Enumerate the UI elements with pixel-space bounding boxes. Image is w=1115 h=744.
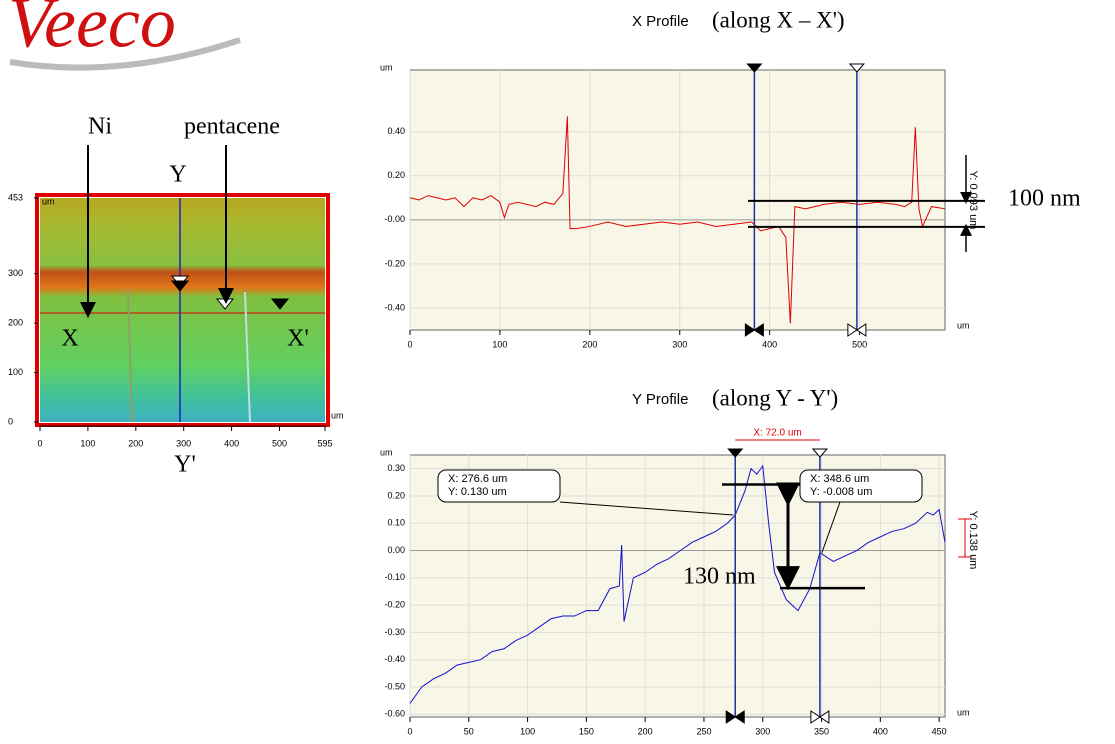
y-tick-label: -0.40 xyxy=(384,654,405,664)
x-tick-label: 400 xyxy=(873,726,888,736)
y-tick-label: 0.20 xyxy=(387,490,405,500)
afm-image xyxy=(40,198,325,422)
x-tick-label: 100 xyxy=(80,438,95,448)
logo: Veeco xyxy=(8,0,176,63)
slide: Veeco 01002003004005005950100200300453um… xyxy=(0,0,1115,744)
x-tick-label: 0 xyxy=(407,726,412,736)
y-tick-label: -0.10 xyxy=(384,572,405,582)
y-tick-label: -0.20 xyxy=(384,599,405,609)
axis-label: um xyxy=(380,62,393,72)
y-tick-label: -0.40 xyxy=(384,302,405,312)
x-tick-label: 50 xyxy=(464,726,474,736)
x-tick-label: 100 xyxy=(492,339,507,349)
chart-subtitle: (along Y - Y') xyxy=(712,385,838,410)
x-tick-label: 500 xyxy=(272,438,287,448)
chart-subtitle: (along X – X') xyxy=(712,7,845,32)
y-tick-label: 0.30 xyxy=(387,463,405,473)
x-tick-label: 200 xyxy=(128,438,143,448)
y-tick-label: 300 xyxy=(8,268,23,278)
x-tick-label: 350 xyxy=(814,726,829,736)
image-label: X xyxy=(61,326,78,352)
y-tick-label: 0.40 xyxy=(387,126,405,136)
y-tick-label: -0.20 xyxy=(384,258,405,268)
image-label: pentacene xyxy=(184,114,280,140)
x-tick-label: 150 xyxy=(579,726,594,736)
x-tick-label: 300 xyxy=(755,726,770,736)
annotation: 100 nm xyxy=(1008,186,1081,212)
y-tick-label: 0.00 xyxy=(387,545,405,555)
image-label: X' xyxy=(287,326,309,352)
y-tick-label: 0.10 xyxy=(387,518,405,528)
y-tick-label: 0.20 xyxy=(387,170,405,180)
y-tick-label: -0.30 xyxy=(384,627,405,637)
axis-label: um xyxy=(957,320,970,330)
x-tick-label: 200 xyxy=(638,726,653,736)
x-tick-label: 300 xyxy=(672,339,687,349)
image-label: Y' xyxy=(174,452,196,478)
x-tick-label: 200 xyxy=(582,339,597,349)
y-tick-label: 453 xyxy=(8,192,23,202)
annotation: 130 nm xyxy=(683,564,756,590)
chart-title: X Profile xyxy=(632,13,689,30)
y-tick-label: -0.60 xyxy=(384,709,405,719)
y-tick-label: 100 xyxy=(8,367,23,377)
x-tick-label: 500 xyxy=(852,339,867,349)
callout-text: Y: -0.008 um xyxy=(810,486,872,498)
image-label: Ni xyxy=(88,114,112,140)
x-tick-label: 595 xyxy=(317,438,332,448)
axis-label: um xyxy=(957,707,970,717)
y-tick-label: 0 xyxy=(8,416,13,426)
axis-label: um xyxy=(380,447,393,457)
image-label: Y xyxy=(169,162,186,188)
callout-text: Y: 0.130 um xyxy=(448,486,507,498)
x-tick-label: 0 xyxy=(407,339,412,349)
callout-text: X: 348.6 um xyxy=(810,473,869,485)
x-tick-label: 0 xyxy=(37,438,42,448)
x-tick-label: 450 xyxy=(932,726,947,736)
x-tick-label: 250 xyxy=(696,726,711,736)
y-tick-label: 200 xyxy=(8,317,23,327)
x-tick-label: 100 xyxy=(520,726,535,736)
x-tick-label: 400 xyxy=(224,438,239,448)
axis-label: um xyxy=(42,196,55,206)
y-tick-label: -0.50 xyxy=(384,681,405,691)
axis-label: um xyxy=(331,410,344,420)
x-tick-label: 400 xyxy=(762,339,777,349)
x-tick-label: 300 xyxy=(176,438,191,448)
chart-title: Y Profile xyxy=(632,391,688,408)
y-tick-label: -0.00 xyxy=(384,214,405,224)
callout-text: X: 276.6 um xyxy=(448,473,507,485)
delta-label: X: 72.0 um xyxy=(753,428,801,439)
